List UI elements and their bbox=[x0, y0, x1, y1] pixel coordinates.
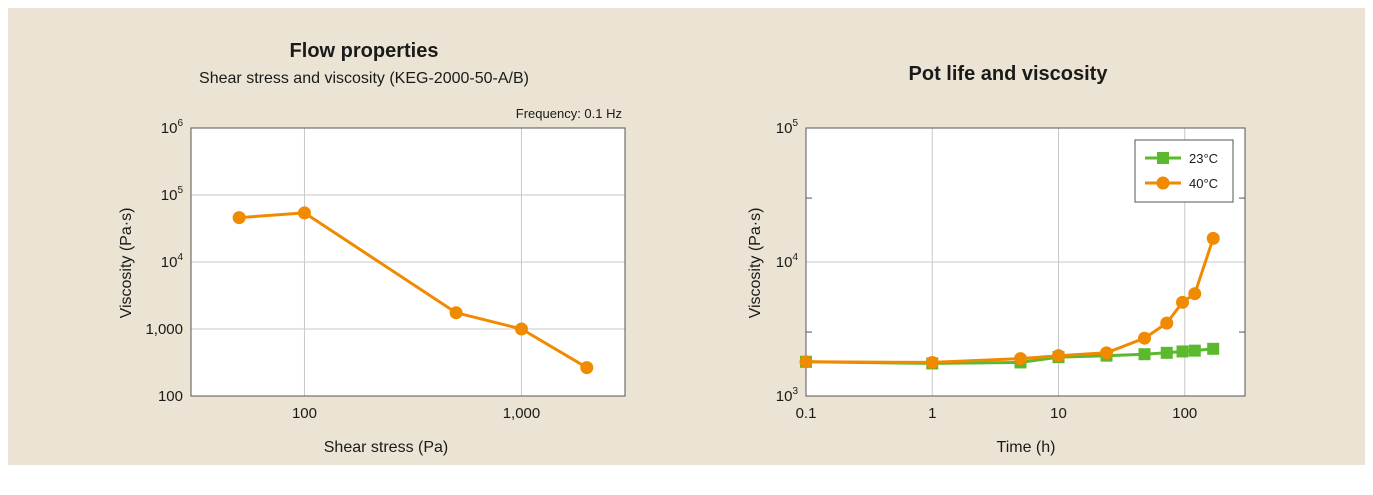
chart2-series-1-point bbox=[1014, 352, 1028, 366]
chart1-y-tick-label: 106 bbox=[161, 118, 184, 137]
chart2-series-0-line bbox=[805, 347, 1214, 365]
chart1-x-tick-label: 1,000 bbox=[503, 405, 541, 422]
chart2-series-0-point bbox=[1160, 346, 1173, 359]
chart1-y-tick-label: 105 bbox=[161, 185, 184, 204]
chart1-x-label: Shear stress (Pa) bbox=[324, 439, 448, 456]
chart2-legend-label: 40°C bbox=[1189, 176, 1218, 191]
chart2-series-1-point bbox=[1206, 231, 1220, 245]
chart1-y-tick-label: 104 bbox=[161, 252, 184, 271]
chart2-legend-swatch-marker bbox=[1157, 152, 1169, 164]
chart2-x-tick-label: 0.1 bbox=[796, 405, 817, 422]
chart2-series-1-point bbox=[1052, 349, 1066, 363]
chart2-series-1-point bbox=[1138, 331, 1152, 345]
chart1-y-tick-label: 100 bbox=[158, 388, 183, 405]
chart2-series-1-point bbox=[1176, 295, 1190, 309]
chart2-x-tick-label: 10 bbox=[1050, 405, 1067, 422]
chart1-series-0-point bbox=[514, 322, 528, 336]
chart2-x-tick-label: 100 bbox=[1172, 405, 1197, 422]
chart2-plot: 0.1 1 10 100 103 104 105 23°C 40°C bbox=[776, 118, 1246, 422]
chart2-legend-label: 23°C bbox=[1189, 151, 1218, 166]
chart2-legend-swatch-marker bbox=[1156, 176, 1170, 190]
chart2-y-tick-label: 103 bbox=[776, 386, 799, 405]
chart1-y-label: Viscosity (Pa·s) bbox=[118, 208, 135, 319]
chart2-series-1-point bbox=[1160, 316, 1174, 330]
chart2-series-1-point bbox=[1188, 287, 1202, 301]
chart2-frame bbox=[805, 127, 1246, 397]
chart1-frequency-note: Frequency: 0.1 Hz bbox=[516, 106, 622, 121]
chart2-legend bbox=[1134, 139, 1234, 203]
chart2-series-1-point bbox=[799, 355, 813, 369]
chart1-x-tick-label: 100 bbox=[292, 405, 317, 422]
chart1-series-0-point bbox=[580, 361, 594, 375]
chart1-y-tick-label: 1,000 bbox=[145, 321, 183, 338]
chart1-subtitle: Shear stress and viscosity (KEG-2000-50-… bbox=[199, 70, 529, 87]
chart2-series-0-point bbox=[1207, 342, 1220, 355]
chart2-y-tick-label: 105 bbox=[776, 118, 799, 137]
chart2-series-0-point bbox=[1138, 348, 1151, 361]
chart2-series-1-line bbox=[805, 237, 1215, 364]
chart2-series-0-point bbox=[1188, 344, 1201, 357]
chart1-series-0-point bbox=[449, 306, 463, 320]
chart1-series-0-point bbox=[297, 206, 311, 220]
chart1-frame bbox=[190, 127, 626, 397]
chart2-x-tick-label: 1 bbox=[928, 405, 936, 422]
chart2-series-1-point bbox=[925, 355, 939, 369]
chart1-title: Flow properties bbox=[290, 40, 439, 62]
chart2-title: Pot life and viscosity bbox=[909, 63, 1109, 85]
chart2-y-label: Viscosity (Pa·s) bbox=[747, 208, 764, 319]
chart1-series-0-point bbox=[232, 211, 246, 225]
chart2-y-tick-label: 104 bbox=[776, 252, 799, 271]
chart1-plot: 100 1,000 100 1,000 104 105 106 bbox=[145, 118, 626, 422]
chart2-x-label: Time (h) bbox=[997, 439, 1056, 456]
chart2-series-0-point bbox=[1176, 345, 1189, 358]
chart2-series-1-point bbox=[1100, 346, 1114, 360]
